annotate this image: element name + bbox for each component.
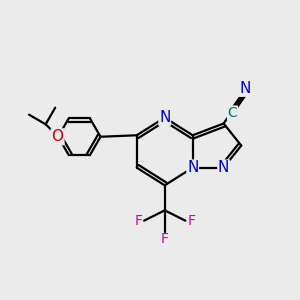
Text: N: N	[159, 110, 170, 125]
Text: N: N	[218, 160, 229, 175]
Text: F: F	[134, 214, 142, 228]
Text: F: F	[161, 232, 169, 246]
Text: N: N	[187, 160, 198, 175]
Text: O: O	[52, 129, 64, 144]
Text: N: N	[239, 81, 250, 96]
Text: C: C	[228, 106, 237, 120]
Text: F: F	[187, 214, 195, 228]
